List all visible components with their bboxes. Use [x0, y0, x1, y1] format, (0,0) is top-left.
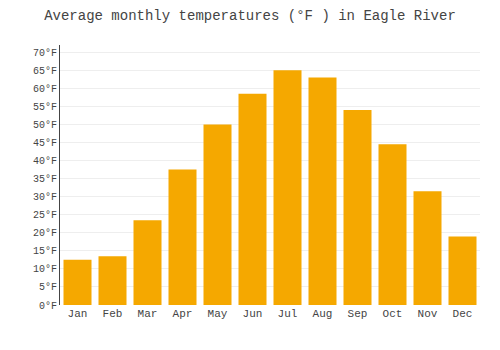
svg-text:65°F: 65°F	[33, 66, 57, 77]
svg-text:55°F: 55°F	[33, 102, 57, 113]
svg-text:Mar: Mar	[138, 308, 158, 320]
svg-text:35°F: 35°F	[33, 174, 57, 185]
svg-text:May: May	[208, 308, 228, 320]
svg-text:Jun: Jun	[243, 308, 263, 320]
svg-text:Sep: Sep	[348, 308, 368, 320]
svg-text:45°F: 45°F	[33, 138, 57, 149]
svg-text:10°F: 10°F	[33, 264, 57, 275]
svg-text:5°F: 5°F	[39, 282, 57, 293]
svg-text:40°F: 40°F	[33, 156, 57, 167]
svg-text:0°F: 0°F	[39, 301, 57, 312]
svg-text:30°F: 30°F	[33, 192, 57, 203]
svg-text:Feb: Feb	[103, 308, 123, 320]
svg-text:Jul: Jul	[278, 308, 298, 320]
svg-text:Apr: Apr	[173, 308, 193, 320]
svg-text:Dec: Dec	[453, 308, 473, 320]
svg-text:20°F: 20°F	[33, 228, 57, 239]
svg-text:Average monthly temperatures (: Average monthly temperatures (°F ) in Ea…	[44, 8, 456, 24]
svg-text:Nov: Nov	[418, 308, 438, 320]
svg-text:25°F: 25°F	[33, 210, 57, 221]
svg-text:Jan: Jan	[68, 308, 88, 320]
svg-text:60°F: 60°F	[33, 84, 57, 95]
svg-text:70°F: 70°F	[33, 48, 57, 59]
svg-text:Aug: Aug	[313, 308, 333, 320]
svg-text:50°F: 50°F	[33, 120, 57, 131]
svg-text:15°F: 15°F	[33, 246, 57, 257]
svg-text:Oct: Oct	[383, 308, 403, 320]
